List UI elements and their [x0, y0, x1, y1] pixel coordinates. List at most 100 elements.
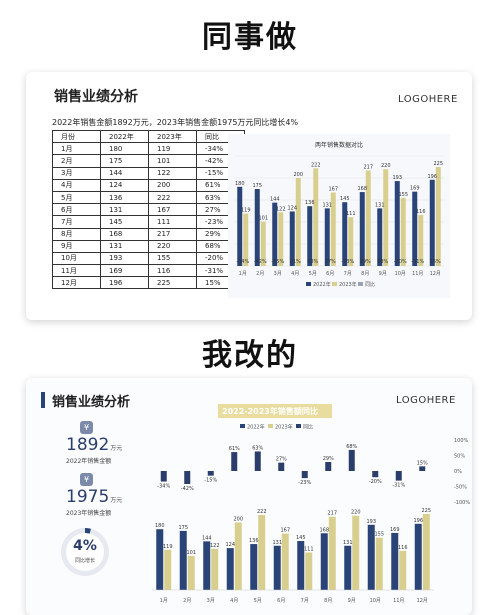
- table-header-row: 月份 2022年 2023年 同比: [52, 129, 245, 144]
- legend-swatch: [358, 282, 363, 286]
- bar-2022: [254, 189, 260, 266]
- data-label-2023: 225: [433, 161, 443, 167]
- table-row: 4月 124 200 61%: [52, 178, 245, 192]
- data-label-2022: 124: [287, 205, 297, 211]
- x-tick-label: 8月: [324, 598, 332, 604]
- legend-swatch: [296, 424, 301, 428]
- yoy-bar: [231, 452, 238, 471]
- x-tick-label: 4月: [230, 598, 238, 604]
- yoy-bar: [160, 471, 167, 482]
- x-tick-label: 10月: [395, 271, 406, 277]
- data-label-2023: 167: [280, 528, 290, 534]
- card-original: 销售业绩分析 LOGOHERE 2022年销售金额1892万元，2023年销售金…: [26, 72, 472, 320]
- summary-text: 2022年销售金额1892万元，2023年销售金额1975万元同比增长4%: [52, 118, 299, 127]
- table-cell: 11月: [52, 264, 101, 278]
- data-label-2022: 136: [305, 200, 315, 206]
- kpi-unit: 万元: [110, 445, 123, 452]
- table-row: 10月 193 155 -20%: [52, 251, 245, 266]
- x-tick-label: 11月: [412, 271, 423, 277]
- table-cell: 169: [100, 264, 149, 278]
- bar-2023: [399, 550, 407, 590]
- table-cell: 167: [148, 203, 197, 217]
- table-cell: 196: [100, 276, 149, 290]
- table-cell: 131: [100, 203, 149, 217]
- bar-2023: [328, 516, 336, 590]
- data-label-2023: 200: [233, 516, 243, 522]
- table-row: 5月 136 222 63%: [52, 190, 245, 205]
- bar-2022: [359, 192, 365, 266]
- bar-2023: [365, 170, 371, 266]
- data-label-yoy: 27%: [325, 259, 336, 265]
- bar-2022: [272, 202, 278, 266]
- data-label-2023: 116: [416, 209, 426, 215]
- data-label-2023: 225: [421, 508, 431, 514]
- logo-text: LOGOHERE: [398, 94, 458, 105]
- bar-2022: [324, 208, 330, 266]
- table-cell: 220: [148, 239, 197, 253]
- yoy-label: 68%: [346, 444, 357, 450]
- yoy-label: 29%: [323, 456, 334, 462]
- table-cell: 12月: [52, 276, 101, 290]
- bar-2022: [412, 191, 418, 266]
- x-tick-label: 1月: [160, 598, 168, 604]
- yoy-bar: [254, 451, 261, 471]
- bar-2023: [383, 169, 389, 266]
- bar-2023: [400, 197, 406, 266]
- data-label-2022: 144: [270, 197, 280, 203]
- yen-icon: ¥: [80, 421, 93, 434]
- bar-2022: [394, 181, 400, 266]
- x-tick-label: 12月: [430, 271, 441, 277]
- x-tick-label: 2月: [183, 598, 191, 604]
- bar-2022: [179, 530, 187, 590]
- legend-label: 同比: [303, 424, 313, 431]
- legend-swatch: [332, 282, 337, 286]
- yoy-label: -31%: [392, 483, 405, 489]
- growth-ring: [61, 528, 109, 576]
- bar-2023: [164, 549, 172, 590]
- table-cell: 180: [100, 142, 149, 156]
- data-label-2023: 217: [363, 165, 373, 171]
- bar-2023: [418, 214, 424, 266]
- x-tick-label: 5月: [309, 271, 317, 277]
- bar-2022: [289, 211, 295, 266]
- bar-2023: [295, 178, 301, 266]
- sales-table: 月份 2022年 2023年 同比 1月 180 119 -34% 2月 175 101 -42% 3…: [52, 129, 245, 290]
- data-label-2022: 169: [390, 527, 400, 533]
- data-label-2023: 116: [398, 545, 408, 551]
- bar-2023: [187, 555, 195, 590]
- card-redesign: 销售业绩分析 LOGOHERE ¥ 1892万元 2022年销售金额 ¥ 197…: [26, 378, 472, 615]
- table-row: 8月 168 217 29%: [52, 227, 245, 241]
- x-tick-label: 8月: [361, 271, 369, 277]
- bar-2023: [422, 514, 430, 590]
- table-cell: 7月: [52, 215, 101, 229]
- kpi-unit: 万元: [110, 497, 123, 504]
- yoy-chart: 2022年 2023年 同比 100% 50% 0% -50% -100% -34% -42% -1…: [152, 424, 470, 604]
- table-cell: 222: [148, 190, 197, 205]
- yoy-label: 63%: [252, 445, 263, 451]
- legend-label: 2023年: [339, 281, 357, 288]
- x-tick-label: 6月: [277, 598, 285, 604]
- legend-swatch: [306, 282, 311, 286]
- bar-2022: [342, 202, 348, 266]
- table-cell: 101: [148, 154, 197, 168]
- right-axis-tick: -100%: [454, 500, 470, 506]
- data-label-2023: 119: [241, 208, 251, 214]
- table-header-cell: 2023年: [148, 129, 197, 144]
- yoy-label: -34%: [157, 484, 170, 490]
- table-cell: 193: [100, 251, 149, 266]
- table-row: 2月 175 101 -42%: [52, 154, 245, 168]
- bar-2023: [352, 515, 360, 590]
- data-label-yoy: -23%: [341, 259, 354, 265]
- yoy-bar: [395, 471, 402, 481]
- right-axis-tick: 100%: [454, 438, 469, 444]
- data-label-yoy: -20%: [394, 259, 407, 265]
- legend-label: 2023年: [275, 424, 293, 431]
- bar-2023: [348, 217, 354, 266]
- table-cell: 122: [148, 166, 197, 180]
- bar-2022: [237, 186, 243, 266]
- x-tick-label: 7月: [344, 271, 352, 277]
- data-label-yoy: 63%: [307, 259, 318, 265]
- yoy-label: 15%: [417, 460, 428, 466]
- data-label-2023: 220: [351, 510, 361, 516]
- table-cell: 175: [100, 154, 149, 168]
